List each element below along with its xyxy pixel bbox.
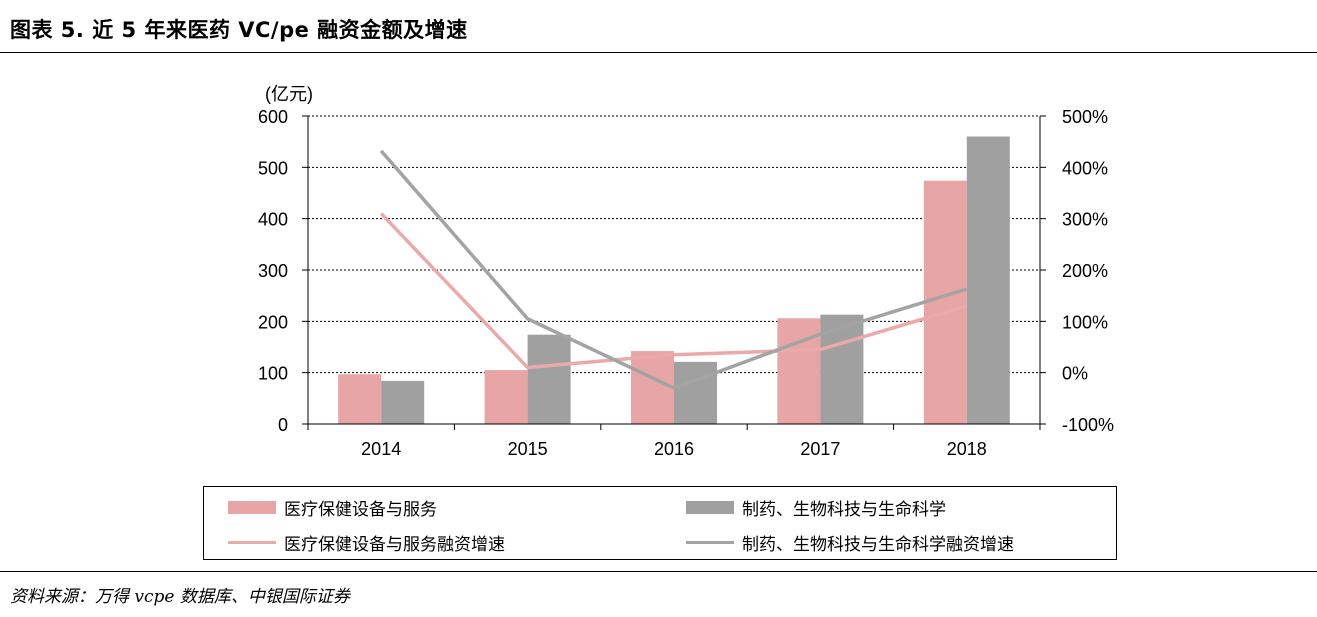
legend-swatch-bar-pink bbox=[228, 501, 276, 514]
y-axis-unit-label: (亿元) bbox=[265, 84, 313, 104]
x-tick-label: 2015 bbox=[508, 439, 548, 459]
x-tick-label: 2014 bbox=[361, 439, 401, 459]
x-tick-label: 2018 bbox=[947, 439, 987, 459]
bar-series bbox=[338, 136, 1010, 425]
y-tick-label: 400 bbox=[258, 210, 288, 230]
legend-item-bar-pink: 医疗保健设备与服务 bbox=[228, 495, 437, 520]
bar bbox=[674, 361, 717, 424]
y2-tick-label: 200% bbox=[1062, 261, 1108, 281]
y2-tick-label: 300% bbox=[1062, 210, 1108, 230]
y2-tick-label: 400% bbox=[1062, 158, 1108, 178]
legend: 医疗保健设备与服务 制药、生物科技与生命科学 医疗保健设备与服务融资增速 制药、… bbox=[203, 486, 1117, 560]
bar bbox=[484, 370, 528, 424]
y-tick-label: 600 bbox=[258, 107, 288, 127]
footer-divider bbox=[0, 571, 1317, 572]
legend-swatch-line-pink bbox=[228, 541, 276, 544]
y2-tick-label: 100% bbox=[1062, 312, 1108, 332]
y-tick-label: 300 bbox=[258, 261, 288, 281]
y2-tick-label: 0% bbox=[1062, 364, 1088, 384]
legend-swatch-line-gray bbox=[686, 541, 734, 544]
tick-labels: 0 -100% 100 0% 200 100% 300 200% 400 300% 500 400% 6… bbox=[258, 107, 1114, 459]
x-tick-label: 2016 bbox=[654, 439, 694, 459]
line-series bbox=[379, 149, 968, 390]
series-line bbox=[379, 149, 968, 390]
bar bbox=[631, 351, 674, 424]
y-tick-label: 100 bbox=[258, 364, 288, 384]
legend-label: 制药、生物科技与生命科学 bbox=[742, 500, 946, 520]
y-tick-label: 200 bbox=[258, 312, 288, 332]
bar bbox=[381, 380, 425, 424]
y2-tick-label: -100% bbox=[1062, 415, 1114, 435]
bar bbox=[966, 136, 1010, 425]
legend-label: 医疗保健设备与服务 bbox=[284, 500, 437, 520]
y-tick-label: 500 bbox=[258, 158, 288, 178]
series-line bbox=[379, 212, 968, 370]
x-tick-label: 2017 bbox=[800, 439, 840, 459]
source-note: 资料来源：万得 vcpe 数据库、中银国际证券 bbox=[10, 587, 350, 607]
title-divider bbox=[0, 52, 1317, 53]
legend-swatch-bar-gray bbox=[686, 501, 734, 514]
legend-item-line-pink: 医疗保健设备与服务融资增速 bbox=[228, 530, 505, 555]
legend-label: 医疗保健设备与服务融资增速 bbox=[284, 535, 505, 555]
legend-item-line-gray: 制药、生物科技与生命科学融资增速 bbox=[686, 530, 1014, 555]
legend-label: 制药、生物科技与生命科学融资增速 bbox=[742, 535, 1014, 555]
bar bbox=[527, 334, 571, 424]
chart-title: 图表 5. 近 5 年来医药 VC/pe 融资金额及增速 bbox=[10, 18, 468, 42]
axes bbox=[302, 115, 1046, 430]
y2-tick-label: 500% bbox=[1062, 107, 1108, 127]
bar bbox=[923, 180, 967, 424]
y-tick-label: 0 bbox=[278, 415, 288, 435]
bar bbox=[338, 374, 382, 424]
legend-item-bar-gray: 制药、生物科技与生命科学 bbox=[686, 495, 946, 520]
bar bbox=[777, 318, 821, 424]
